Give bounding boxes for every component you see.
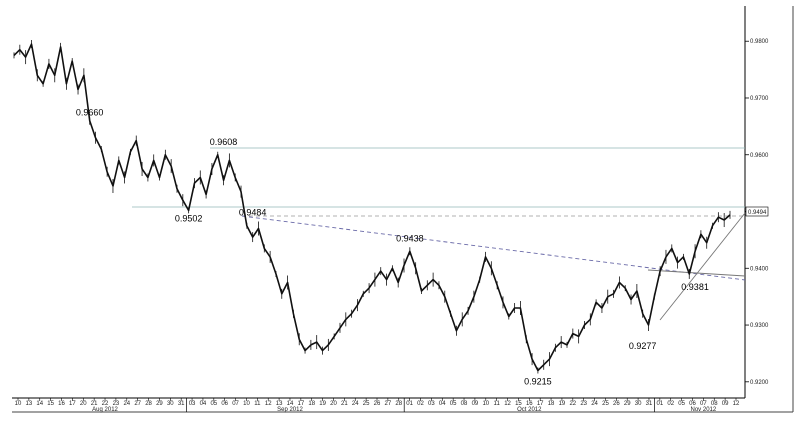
x-day-label: 17 [537,401,544,407]
y-tick-label: 0.9700 [750,96,769,102]
x-month-label: Aug 2012 [92,407,118,413]
x-day-label: 09 [722,401,729,407]
x-day-label: 06 [689,401,696,407]
x-day-label: 02 [667,401,674,407]
x-day-label: 23 [113,401,120,407]
current-price-marker: 0.9494 [745,206,769,217]
x-day-label: 31 [646,401,653,407]
x-month-label: Nov 2012 [691,407,717,413]
swing-annotations: 0.9660 0.9608 0.9502 0.9484 0.9438 0.9215 0.92… [76,108,709,387]
swing-label: 0.9502 [175,213,203,223]
swing-label: 0.9381 [681,282,709,292]
x-day-label: 19 [559,401,566,407]
x-day-label: 14 [36,401,43,407]
x-day-label: 16 [526,401,533,407]
x-day-label: 21 [341,401,348,407]
x-day-label: 01 [406,401,413,407]
y-tick-label: 0.9200 [750,380,769,386]
ascending-support-line [647,269,746,277]
x-month-label: Oct 2012 [517,407,542,413]
x-day-label: 06 [221,401,228,407]
x-day-label: 09 [472,401,479,407]
x-day-label: 13 [26,401,33,407]
x-day-label: 14 [287,401,294,407]
x-day-label: 19 [319,401,326,407]
x-day-label: 01 [657,401,664,407]
x-day-label: 24 [591,401,598,407]
x-day-label: 10 [243,401,250,407]
y-tick-label: 0.9400 [750,266,769,272]
price-series [13,40,731,374]
x-day-label: 04 [439,401,446,407]
x-day-label: 12 [265,401,272,407]
x-day-label: 24 [123,401,130,407]
ascending-channel-line [659,212,746,321]
x-day-label: 12 [733,401,740,407]
current-price-box [745,206,769,217]
x-day-label: 08 [711,401,718,407]
swing-label: 0.9215 [524,376,552,386]
x-day-label: 13 [276,401,283,407]
swing-label: 0.9438 [396,234,424,244]
x-day-label: 03 [189,401,196,407]
x-day-label: 04 [200,401,207,407]
x-day-label: 27 [134,401,141,407]
y-tick-label: 0.9600 [750,153,769,159]
x-day-label: 07 [700,401,707,407]
descending-trendline [241,215,746,281]
x-day-label: 25 [602,401,609,407]
x-day-label: 23 [580,401,587,407]
current-price-label: 0.9494 [748,210,767,216]
x-day-label: 22 [569,401,576,407]
x-day-label: 10 [482,401,489,407]
swing-label: 0.9277 [629,341,657,351]
x-day-label: 16 [58,401,65,407]
y-tick-label: 0.9300 [750,323,769,329]
x-day-label: 21 [91,401,98,407]
trendlines [132,147,746,321]
x-day-label: 29 [156,401,163,407]
x-day-label: 17 [69,401,76,407]
x-day-label: 26 [374,401,381,407]
x-day-label: 18 [308,401,315,407]
x-day-label: 15 [47,401,54,407]
x-day-label: 17 [298,401,305,407]
x-day-label: 10 [15,401,22,407]
x-day-label: 12 [504,401,511,407]
x-day-label: 07 [232,401,239,407]
x-month-label: Sep 2012 [277,407,303,413]
y-tick-label: 0.9800 [750,39,769,45]
x-day-label: 15 [515,401,522,407]
swing-label: 0.9608 [210,137,238,147]
plot-frame [12,6,794,413]
x-day-label: 28 [395,401,402,407]
x-axis: 10 13 14 15 16 17 20 21 22 23 24 27 28 29 30 31 03 04 05 06… [15,398,740,413]
x-day-label: 03 [428,401,435,407]
x-day-label: 24 [352,401,359,407]
x-day-label: 26 [613,401,620,407]
x-day-label: 30 [635,401,642,407]
x-day-label: 11 [254,401,261,407]
x-day-label: 08 [461,401,468,407]
x-day-label: 22 [102,401,109,407]
x-day-label: 29 [624,401,631,407]
x-day-label: 28 [145,401,152,407]
x-day-label: 25 [363,401,370,407]
x-day-label: 05 [450,401,457,407]
swing-label: 0.9484 [239,208,267,218]
x-day-label: 30 [167,401,174,407]
swing-label: 0.9660 [76,108,104,118]
x-day-label: 20 [330,401,337,407]
x-day-label: 18 [548,401,555,407]
x-day-label: 20 [80,401,87,407]
x-day-label: 02 [417,401,424,407]
x-day-label: 05 [210,401,217,407]
x-day-label: 05 [678,401,685,407]
price-line [13,43,731,372]
x-day-label: 27 [385,401,392,407]
x-day-label: 11 [494,401,501,407]
x-day-label: 31 [178,401,185,407]
